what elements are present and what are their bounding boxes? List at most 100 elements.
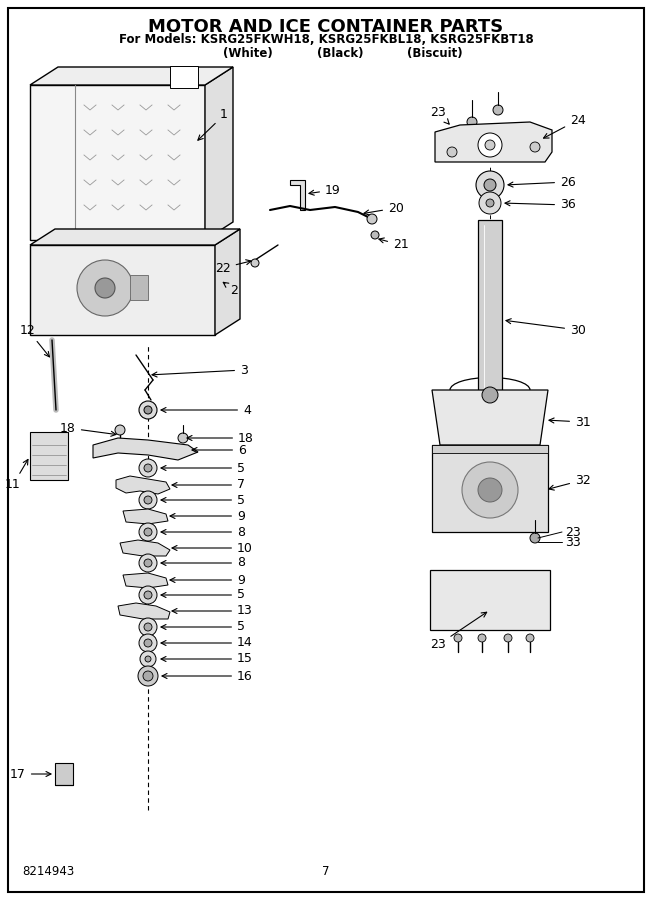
Text: 18: 18 (60, 421, 116, 436)
Text: 21: 21 (379, 238, 409, 251)
Text: 23: 23 (565, 526, 581, 538)
Text: 36: 36 (505, 199, 576, 212)
Circle shape (139, 459, 157, 477)
Circle shape (144, 464, 152, 472)
Text: (Black): (Black) (317, 47, 363, 60)
Circle shape (478, 133, 502, 157)
Text: 19: 19 (309, 184, 341, 196)
Text: 33: 33 (565, 536, 581, 548)
Text: 15: 15 (161, 652, 253, 665)
Circle shape (145, 656, 151, 662)
FancyBboxPatch shape (55, 250, 175, 325)
Circle shape (139, 634, 157, 652)
Circle shape (467, 117, 477, 127)
Text: 24: 24 (544, 113, 585, 138)
Circle shape (367, 214, 377, 224)
Text: 14: 14 (161, 636, 253, 650)
Text: 3: 3 (152, 364, 248, 377)
Circle shape (139, 554, 157, 572)
Polygon shape (30, 67, 233, 85)
Circle shape (140, 651, 156, 667)
Bar (432, 445, 548, 453)
Circle shape (482, 387, 498, 403)
Polygon shape (93, 438, 198, 460)
Text: 31: 31 (549, 416, 591, 428)
Bar (430, 570, 550, 630)
Circle shape (479, 192, 501, 214)
Polygon shape (116, 476, 170, 494)
Polygon shape (432, 445, 548, 532)
Text: 30: 30 (506, 319, 586, 337)
Text: 26: 26 (508, 176, 576, 188)
Circle shape (530, 533, 540, 543)
Text: 13: 13 (172, 605, 253, 617)
Polygon shape (215, 229, 240, 335)
Circle shape (95, 278, 115, 298)
Circle shape (526, 634, 534, 642)
Text: 9: 9 (170, 509, 245, 523)
Text: 7: 7 (172, 479, 245, 491)
Bar (170, 66, 198, 88)
Circle shape (486, 199, 494, 207)
Circle shape (139, 523, 157, 541)
Text: 6: 6 (192, 444, 246, 456)
Circle shape (138, 666, 158, 686)
Circle shape (115, 425, 125, 435)
Circle shape (454, 634, 462, 642)
Polygon shape (30, 245, 215, 335)
Text: 17: 17 (10, 768, 51, 780)
Circle shape (251, 259, 259, 267)
Circle shape (504, 634, 512, 642)
Polygon shape (432, 390, 548, 445)
Circle shape (478, 634, 486, 642)
Polygon shape (435, 122, 552, 162)
Text: 9: 9 (170, 573, 245, 587)
Text: 8: 8 (161, 526, 245, 538)
Text: 22: 22 (215, 260, 251, 274)
Circle shape (447, 147, 457, 157)
Circle shape (478, 478, 502, 502)
Polygon shape (118, 603, 170, 619)
Polygon shape (205, 67, 233, 240)
Circle shape (139, 401, 157, 419)
Polygon shape (290, 180, 305, 210)
Polygon shape (120, 540, 170, 556)
Text: 5: 5 (161, 589, 245, 601)
Text: 8214943: 8214943 (22, 865, 74, 878)
Bar (55, 763, 73, 785)
Circle shape (144, 639, 152, 647)
Circle shape (371, 231, 379, 239)
Text: 2: 2 (223, 283, 238, 296)
Text: 20: 20 (364, 202, 404, 215)
Text: 5: 5 (161, 493, 245, 507)
Circle shape (144, 406, 152, 414)
Text: (White): (White) (223, 47, 273, 60)
Circle shape (144, 623, 152, 631)
Text: 32: 32 (549, 473, 591, 491)
Text: MOTOR AND ICE CONTAINER PARTS: MOTOR AND ICE CONTAINER PARTS (149, 18, 503, 36)
Circle shape (178, 433, 188, 443)
Text: 23: 23 (430, 612, 486, 652)
Text: 1: 1 (198, 109, 228, 140)
Text: 5: 5 (161, 620, 245, 634)
Text: 4: 4 (161, 403, 251, 417)
Polygon shape (123, 573, 168, 588)
Text: 11: 11 (5, 460, 28, 491)
Polygon shape (30, 85, 205, 240)
Circle shape (144, 496, 152, 504)
Bar (30, 432, 68, 480)
Circle shape (143, 671, 153, 681)
Circle shape (144, 591, 152, 599)
Circle shape (493, 105, 503, 115)
Polygon shape (123, 509, 168, 524)
Circle shape (139, 586, 157, 604)
Bar (478, 220, 502, 420)
Circle shape (77, 260, 133, 316)
Circle shape (462, 462, 518, 518)
Circle shape (485, 140, 495, 150)
Text: For Models: KSRG25FKWH18, KSRG25FKBL18, KSRG25FKBT18: For Models: KSRG25FKWH18, KSRG25FKBL18, … (119, 33, 533, 46)
Text: 16: 16 (162, 670, 253, 682)
Text: 7: 7 (322, 865, 330, 878)
Circle shape (530, 142, 540, 152)
Polygon shape (30, 229, 240, 245)
